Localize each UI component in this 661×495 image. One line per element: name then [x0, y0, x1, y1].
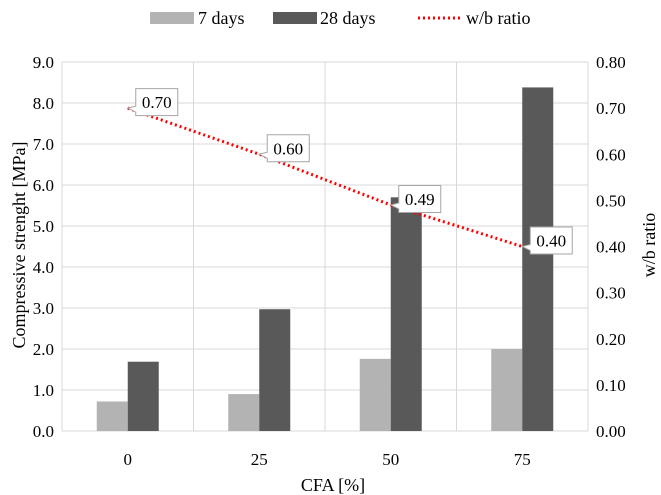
- bar-28-days: [259, 309, 291, 431]
- y-tick-label: 8.0: [33, 94, 54, 113]
- bar-28-days: [390, 197, 422, 431]
- y2-axis-label: w/b ratio: [639, 213, 659, 278]
- y2-tick-label: 0.30: [596, 284, 626, 303]
- legend-label-wb-ratio: w/b ratio: [466, 8, 531, 28]
- y2-tick-label: 0.70: [596, 99, 626, 118]
- y2-tick-label: 0.40: [596, 238, 626, 257]
- wb-ratio-data-label: 0.40: [536, 232, 566, 251]
- tick-labels: 0.0 1.0 2.0 3.0 4.0 5.0 6.0 7.0 8.0 9.0 0.00 0.10 0.…: [33, 53, 626, 469]
- legend: 7 days 28 days w/b ratio: [150, 8, 531, 28]
- bars: [96, 87, 554, 432]
- y-tick-label: 5.0: [33, 217, 54, 236]
- data-label-callout: [520, 226, 573, 255]
- data-label-callout: [126, 88, 179, 117]
- y-tick-label: 2.0: [33, 340, 54, 359]
- x-tick-label: 25: [251, 450, 268, 469]
- x-tick-label: 0: [124, 450, 133, 469]
- y-tick-label: 6.0: [33, 176, 54, 195]
- y-tick-label: 0.0: [33, 422, 54, 441]
- y2-tick-label: 0.60: [596, 145, 626, 164]
- y2-tick-label: 0.00: [596, 422, 626, 441]
- bar-7-days: [228, 394, 260, 431]
- y2-tick-label: 0.10: [596, 376, 626, 395]
- wb-ratio-data-label: 0.49: [405, 190, 435, 209]
- wb-ratio-series: 0.70 0.60 0.49 0.40: [126, 88, 573, 255]
- y2-tick-label: 0.50: [596, 191, 626, 210]
- data-label-callout: [257, 134, 310, 163]
- x-axis-label: CFA [%]: [301, 475, 365, 495]
- y-tick-label: 3.0: [33, 299, 54, 318]
- y2-tick-label: 0.20: [596, 330, 626, 349]
- legend-label-28-days: 28 days: [320, 8, 376, 28]
- bar-7-days: [96, 401, 128, 431]
- y-tick-label: 4.0: [33, 258, 54, 277]
- y-tick-label: 1.0: [33, 381, 54, 400]
- x-tick-label: 50: [382, 450, 399, 469]
- bar-7-days: [491, 349, 523, 431]
- data-label-callout: [389, 184, 442, 213]
- legend-swatch-7-days: [150, 12, 194, 24]
- y-tick-label: 7.0: [33, 135, 54, 154]
- bar-7-days: [359, 358, 391, 431]
- legend-swatch-28-days: [273, 12, 317, 24]
- wb-ratio-data-label: 0.70: [142, 93, 172, 112]
- legend-label-7-days: 7 days: [198, 8, 245, 28]
- bar-28-days: [127, 361, 159, 431]
- y-tick-label: 9.0: [33, 53, 54, 72]
- wb-ratio-data-label: 0.60: [273, 139, 303, 158]
- y-axis-label: Compressive strenght [MPa]: [9, 142, 29, 349]
- gridlines: [61, 61, 589, 432]
- bar-28-days: [522, 87, 554, 432]
- y2-tick-label: 0.80: [596, 53, 626, 72]
- x-tick-label: 75: [514, 450, 531, 469]
